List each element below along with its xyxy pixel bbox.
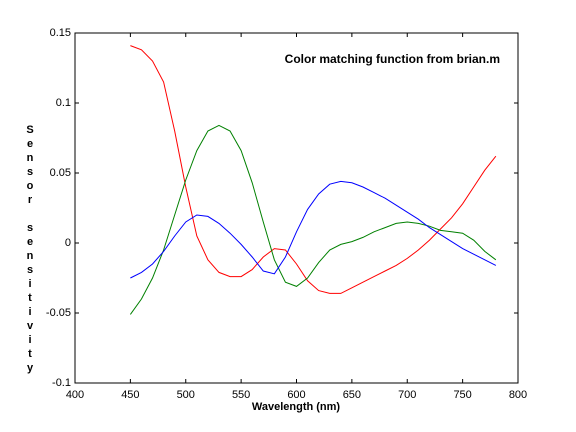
series-line [129,124,497,315]
series-line [130,45,497,294]
x-tick-label: 400 [66,389,84,401]
x-tick-label: 750 [453,389,471,401]
x-tick-label: 550 [232,389,250,401]
y-axis-label: Sensor sensitivity [24,124,36,376]
y-tick-label: 0.15 [50,27,71,39]
x-tick-label: 700 [398,389,416,401]
axes-box [74,32,519,384]
y-tick-label: -0.1 [52,377,71,389]
chart-title: Color matching function from brian.m [285,52,500,66]
series-line [130,180,497,279]
x-tick-label: 650 [343,389,361,401]
y-tick-label: -0.05 [46,307,71,319]
x-tick-label: 500 [177,389,195,401]
x-tick-label: 450 [121,389,139,401]
y-tick-label: 0.1 [56,97,71,109]
y-tick-label: 0.05 [50,167,71,179]
x-tick-label: 800 [509,389,527,401]
x-tick-label: 600 [287,389,305,401]
x-axis-label: Wavelength (nm) [252,401,341,413]
y-tick-label: 0 [65,237,71,249]
